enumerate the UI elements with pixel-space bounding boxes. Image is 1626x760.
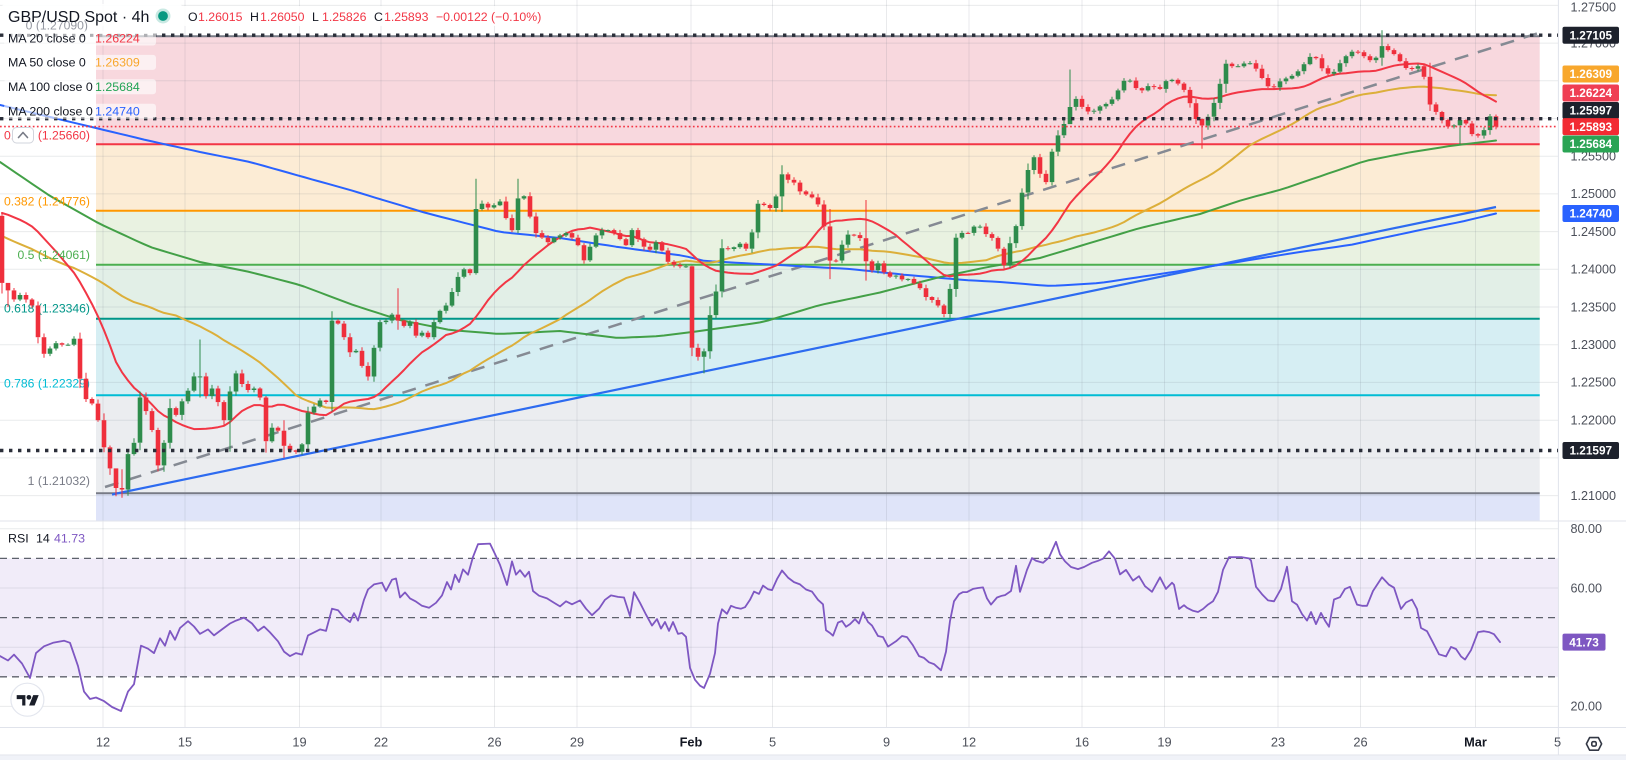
svg-text:0 (1.27090): 0 (1.27090) xyxy=(26,19,88,33)
svg-text:MA 200 close 0: MA 200 close 0 xyxy=(8,105,93,119)
svg-text:26: 26 xyxy=(487,735,501,750)
svg-text:1.23000: 1.23000 xyxy=(1571,338,1617,352)
svg-text:14: 14 xyxy=(36,532,50,546)
svg-text:1.25826: 1.25826 xyxy=(322,10,367,24)
svg-text:MA 50 close 0: MA 50 close 0 xyxy=(8,56,86,70)
svg-text:Mar: Mar xyxy=(1464,735,1487,750)
svg-text:41.73: 41.73 xyxy=(54,532,85,546)
svg-text:20.00: 20.00 xyxy=(1571,700,1603,714)
svg-text:C: C xyxy=(374,10,383,24)
svg-text:1.26224: 1.26224 xyxy=(1569,86,1612,100)
svg-text:1.21000: 1.21000 xyxy=(1571,489,1617,503)
svg-text:MA 100 close 0: MA 100 close 0 xyxy=(8,80,93,94)
svg-text:1.23500: 1.23500 xyxy=(1571,300,1617,314)
svg-text:1.27105: 1.27105 xyxy=(1569,28,1612,42)
svg-text:1.26224: 1.26224 xyxy=(95,31,140,45)
svg-text:L: L xyxy=(312,10,319,24)
svg-text:0.786 (1.22329): 0.786 (1.22329) xyxy=(4,377,90,391)
svg-text:5: 5 xyxy=(769,735,776,750)
svg-text:1.24740: 1.24740 xyxy=(1569,207,1612,221)
svg-text:60.00: 60.00 xyxy=(1571,581,1603,595)
svg-text:41.73: 41.73 xyxy=(1569,635,1599,649)
svg-text:MA 20 close 0: MA 20 close 0 xyxy=(8,31,86,45)
svg-text:5: 5 xyxy=(1554,735,1561,750)
svg-text:1.24000: 1.24000 xyxy=(1571,263,1617,277)
svg-text:1.26309: 1.26309 xyxy=(1569,67,1612,81)
svg-text:1.26309: 1.26309 xyxy=(95,56,140,70)
svg-text:−0.00122 (−0.10%): −0.00122 (−0.10%) xyxy=(436,10,541,24)
svg-text:1.22500: 1.22500 xyxy=(1571,376,1617,390)
svg-text:1.24500: 1.24500 xyxy=(1571,225,1617,239)
svg-text:15: 15 xyxy=(178,735,192,750)
svg-text:1.25893: 1.25893 xyxy=(384,10,429,24)
svg-text:1 (1.21032): 1 (1.21032) xyxy=(28,474,90,488)
svg-text:12: 12 xyxy=(962,735,976,750)
svg-text:19: 19 xyxy=(292,735,306,750)
svg-text:1.25893: 1.25893 xyxy=(1569,120,1612,134)
svg-text:1.27500: 1.27500 xyxy=(1571,1,1617,15)
svg-text:GBP/USD Spot · 4h: GBP/USD Spot · 4h xyxy=(8,9,149,26)
svg-text:1.24740: 1.24740 xyxy=(95,105,140,119)
svg-text:H: H xyxy=(250,10,259,24)
svg-text:0.618 (1.23346): 0.618 (1.23346) xyxy=(4,302,90,316)
svg-text:0.5 (1.24061): 0.5 (1.24061) xyxy=(17,248,90,262)
svg-text:19: 19 xyxy=(1157,735,1171,750)
svg-text:23: 23 xyxy=(1271,735,1285,750)
svg-text:9: 9 xyxy=(883,735,890,750)
svg-text:1.25000: 1.25000 xyxy=(1571,187,1617,201)
svg-text:12: 12 xyxy=(96,735,110,750)
svg-text:1.26050: 1.26050 xyxy=(260,10,305,24)
svg-text:RSI: RSI xyxy=(8,532,29,546)
svg-text:80.00: 80.00 xyxy=(1571,522,1603,536)
svg-text:1.21597: 1.21597 xyxy=(1569,444,1612,458)
svg-text:1.26015: 1.26015 xyxy=(198,10,243,24)
svg-text:26: 26 xyxy=(1353,735,1367,750)
svg-text:O: O xyxy=(188,10,198,24)
svg-text:1.25684: 1.25684 xyxy=(1569,137,1612,151)
svg-text:1.25684: 1.25684 xyxy=(95,80,140,94)
svg-text:16: 16 xyxy=(1075,735,1089,750)
svg-text:22: 22 xyxy=(374,735,388,750)
svg-text:29: 29 xyxy=(570,735,584,750)
svg-text:1.25997: 1.25997 xyxy=(1569,104,1612,118)
svg-text:1.22000: 1.22000 xyxy=(1571,414,1617,428)
svg-text:1.25500: 1.25500 xyxy=(1571,150,1617,164)
svg-text:0.382 (1.24776): 0.382 (1.24776) xyxy=(4,195,90,209)
svg-text:Feb: Feb xyxy=(680,735,703,750)
